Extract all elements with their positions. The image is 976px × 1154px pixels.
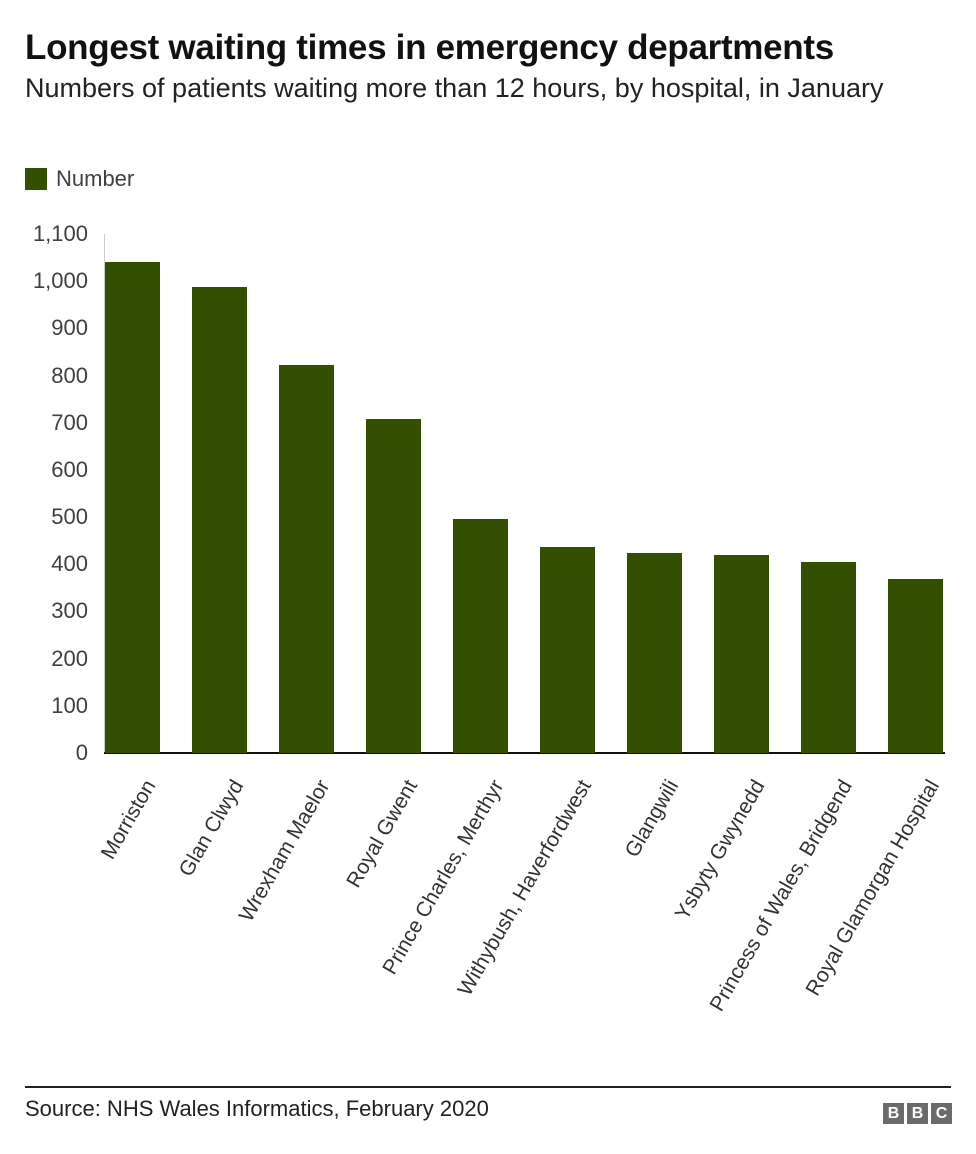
- y-tick-label: 900: [51, 315, 88, 341]
- y-tick-label: 400: [51, 551, 88, 577]
- logo-letter: B: [883, 1103, 904, 1124]
- x-tick-label: Morriston: [96, 776, 160, 864]
- bar: [192, 287, 247, 753]
- logo-letter: B: [907, 1103, 928, 1124]
- legend-label: Number: [56, 166, 135, 191]
- x-tick-label: Royal Gwent: [341, 776, 422, 892]
- bar: [627, 552, 682, 753]
- footer-divider: [25, 1086, 951, 1088]
- bar: [888, 578, 943, 753]
- x-tick-label: Glan Clwyd: [174, 776, 248, 881]
- chart-title: Longest waiting times in emergency depar…: [25, 28, 834, 67]
- y-tick-label: 1,000: [32, 268, 88, 294]
- y-tick-label: 800: [51, 362, 88, 388]
- y-tick-label: 200: [51, 645, 88, 671]
- y-tick-label: 0: [75, 740, 88, 765]
- y-tick-label: 700: [51, 409, 88, 435]
- bar-chart: 0 100 200 300 400 500 600 700 800 900 1,000 1,100 Mo…: [32, 221, 945, 1015]
- y-tick-label: 100: [51, 692, 88, 718]
- bar: [801, 562, 856, 753]
- y-tick-label: 500: [51, 504, 88, 530]
- bar: [540, 547, 595, 753]
- bar: [453, 518, 508, 753]
- bbc-logo: B B C: [883, 1103, 952, 1124]
- bar: [714, 554, 769, 753]
- x-axis-baseline: [104, 752, 945, 754]
- x-tick-label: Ysbyty Gwynedd: [670, 776, 769, 924]
- source-note: Source: NHS Wales Informatics, February …: [25, 1096, 489, 1121]
- legend: Number: [25, 166, 134, 192]
- x-tick-label: Glangwili: [620, 776, 683, 862]
- x-tick-label: Wrexham Maelor: [234, 776, 334, 926]
- bar: [366, 418, 421, 753]
- y-tick-label: 1,100: [32, 221, 88, 246]
- y-tick-label: 300: [51, 598, 88, 624]
- logo-letter: C: [931, 1103, 952, 1124]
- bar: [105, 262, 160, 753]
- chart-subtitle: Numbers of patients waiting more than 12…: [25, 73, 884, 103]
- bar: [279, 364, 334, 753]
- y-axis-line: [104, 234, 105, 753]
- y-tick-label: 600: [51, 456, 88, 482]
- legend-swatch: [25, 168, 47, 190]
